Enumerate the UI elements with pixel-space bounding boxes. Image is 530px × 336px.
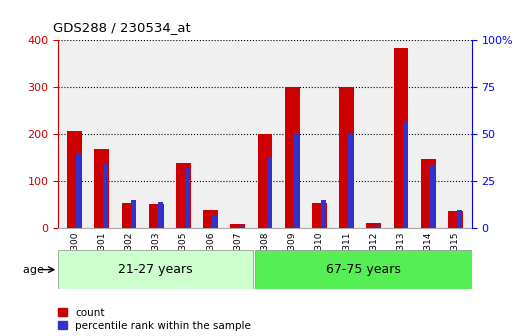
Bar bbox=[94, 149, 109, 228]
Bar bbox=[267, 157, 271, 228]
Bar bbox=[255, 250, 472, 289]
Bar bbox=[430, 165, 435, 228]
Bar bbox=[339, 87, 354, 228]
Bar bbox=[103, 163, 108, 228]
Bar bbox=[176, 163, 191, 228]
Bar bbox=[294, 132, 299, 228]
Bar bbox=[67, 131, 82, 228]
Bar bbox=[321, 200, 326, 228]
Legend: count, percentile rank within the sample: count, percentile rank within the sample bbox=[58, 308, 251, 331]
Bar bbox=[375, 225, 381, 228]
Bar bbox=[76, 153, 81, 228]
Bar bbox=[393, 48, 409, 228]
Bar bbox=[121, 203, 137, 228]
Bar bbox=[240, 225, 244, 228]
Bar bbox=[348, 134, 353, 228]
Bar bbox=[149, 204, 164, 228]
Bar bbox=[258, 134, 272, 228]
Bar bbox=[212, 215, 217, 228]
Bar bbox=[58, 250, 253, 289]
Bar bbox=[421, 159, 436, 228]
Bar bbox=[366, 223, 381, 228]
Bar bbox=[158, 202, 163, 228]
Text: 67-75 years: 67-75 years bbox=[326, 263, 401, 276]
Bar bbox=[203, 210, 218, 228]
Bar bbox=[403, 121, 408, 228]
Bar bbox=[285, 87, 299, 228]
Text: age: age bbox=[23, 265, 48, 275]
Bar bbox=[185, 168, 190, 228]
Bar bbox=[457, 210, 462, 228]
Bar bbox=[312, 203, 327, 228]
Bar bbox=[130, 200, 136, 228]
Bar bbox=[231, 224, 245, 228]
Text: 21-27 years: 21-27 years bbox=[119, 263, 193, 276]
Text: GDS288 / 230534_at: GDS288 / 230534_at bbox=[53, 20, 191, 34]
Bar bbox=[448, 211, 463, 228]
